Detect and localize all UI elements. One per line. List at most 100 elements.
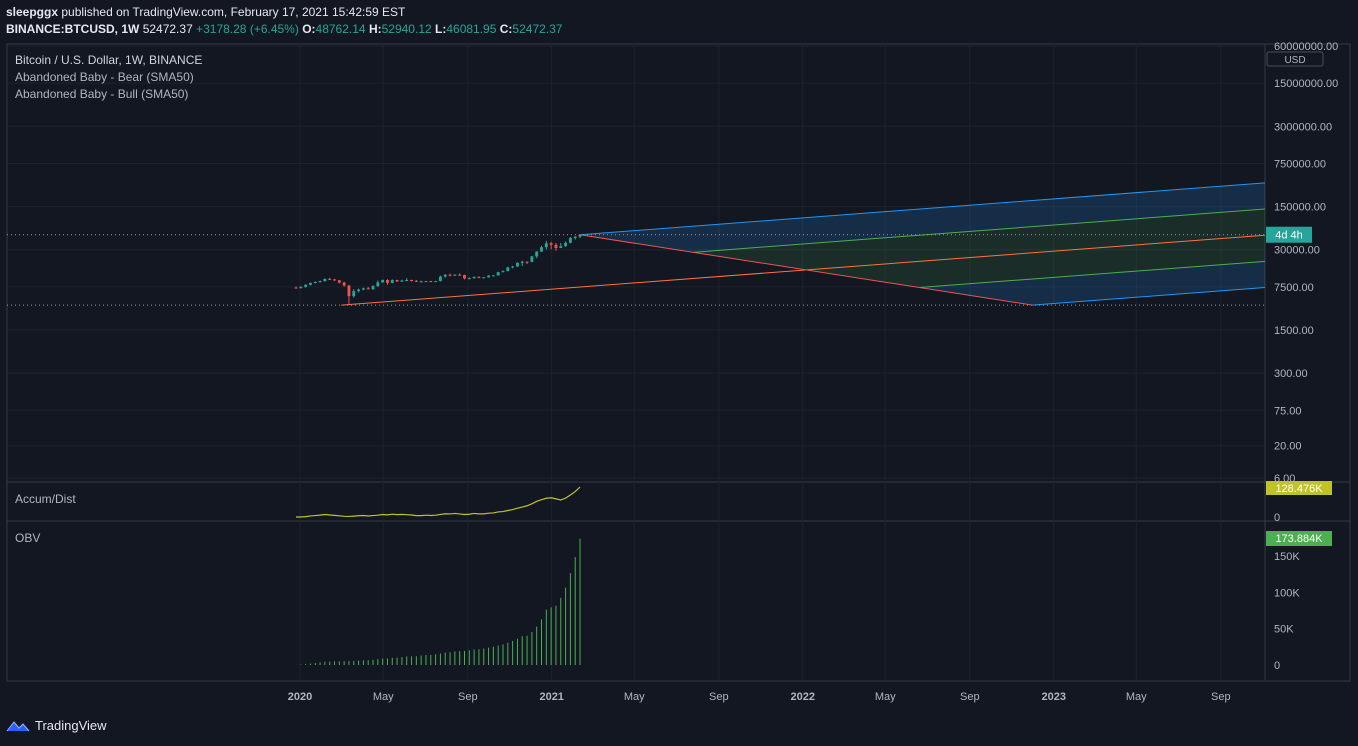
obv-value: 173.884K bbox=[1275, 533, 1323, 545]
obv-tick: 150K bbox=[1274, 551, 1300, 563]
price-tick: 15000000.00 bbox=[1274, 78, 1338, 90]
candle-body bbox=[419, 281, 423, 283]
time-label: Sep bbox=[1211, 691, 1231, 703]
price-tick: 7500.00 bbox=[1274, 282, 1314, 294]
time-axis[interactable]: 2020 May Sep 2021 May Sep 2022 May Sep 2023 May Sep bbox=[288, 691, 1231, 703]
tradingview-brand[interactable]: TradingView bbox=[6, 718, 107, 733]
indicator-legend-bear[interactable]: Abandoned Baby - Bear (SMA50) bbox=[15, 70, 194, 84]
candle-body bbox=[491, 275, 495, 277]
price-tick: 60000000.00 bbox=[1274, 41, 1338, 53]
tradingview-logo-icon bbox=[6, 720, 30, 731]
candle-body bbox=[434, 281, 438, 283]
low-value: 46081.95 bbox=[446, 22, 497, 36]
candle-body bbox=[313, 281, 317, 283]
candle-body bbox=[511, 266, 515, 268]
candle-body bbox=[405, 279, 409, 281]
fan-lower-fill bbox=[919, 261, 1265, 306]
pitchfork-fan[interactable] bbox=[341, 182, 1265, 306]
high-value: 52940.12 bbox=[381, 22, 432, 36]
candle-body bbox=[482, 277, 486, 279]
fan-inner-lower-line bbox=[919, 260, 1265, 289]
fan-lower-line bbox=[1032, 287, 1265, 306]
close-value: 52472.37 bbox=[512, 22, 563, 36]
candle-body bbox=[376, 282, 380, 287]
price-tick: 3000000.00 bbox=[1274, 121, 1332, 133]
candle-body bbox=[333, 279, 336, 281]
candle-body bbox=[448, 274, 452, 276]
candle-body bbox=[564, 242, 568, 247]
candle-body bbox=[477, 276, 481, 278]
candle-body bbox=[438, 276, 442, 282]
candle-body bbox=[323, 278, 327, 282]
time-label: 2023 bbox=[1041, 691, 1065, 703]
time-label: May bbox=[373, 691, 394, 703]
candle-body bbox=[554, 244, 558, 248]
price-tick: 300.00 bbox=[1274, 368, 1308, 380]
indicator-legend-bull[interactable]: Abandoned Baby - Bull (SMA50) bbox=[15, 87, 189, 101]
countdown-text: 4d 4h bbox=[1275, 230, 1303, 242]
series-legend-title[interactable]: Bitcoin / U.S. Dollar, 1W, BINANCE bbox=[15, 53, 203, 67]
obv-tick: 100K bbox=[1274, 587, 1300, 599]
obv-label[interactable]: OBV bbox=[15, 531, 41, 545]
high-label: H: bbox=[368, 22, 382, 36]
time-label: Sep bbox=[960, 691, 980, 703]
candle-body bbox=[347, 285, 351, 297]
candle-body bbox=[568, 237, 572, 243]
time-label: 2021 bbox=[539, 691, 563, 703]
candle-body bbox=[410, 279, 413, 281]
symbol-label: BINANCE:BTCUSD, 1W bbox=[6, 22, 140, 36]
candle-body bbox=[540, 247, 543, 252]
fan-handle-line bbox=[579, 234, 1033, 306]
accum-value-tag bbox=[1266, 481, 1332, 495]
accum-dist-series: 0 128.476K bbox=[296, 481, 1332, 524]
candle-body bbox=[424, 281, 428, 283]
candlestick-series bbox=[7, 234, 1265, 306]
price-axis[interactable]: 60000000.00 15000000.00 3000000.00 750000.0… bbox=[1266, 41, 1338, 485]
time-label: May bbox=[875, 691, 896, 703]
accum-dist-label[interactable]: Accum/Dist bbox=[15, 492, 76, 506]
open-label: O: bbox=[302, 22, 316, 36]
obv-tick: 50K bbox=[1274, 624, 1294, 636]
candle-body bbox=[443, 274, 447, 277]
fan-upper-line bbox=[579, 182, 1265, 236]
candle-body bbox=[342, 282, 346, 286]
last-price: 52472.37 bbox=[142, 22, 193, 36]
open-value: 48762.14 bbox=[315, 22, 366, 36]
candle-body bbox=[544, 243, 548, 248]
pane-frames bbox=[6, 43, 1351, 682]
chart-frame bbox=[6, 43, 1351, 682]
candle-body bbox=[299, 286, 303, 288]
currency-label: USD bbox=[1284, 55, 1305, 66]
time-label: Sep bbox=[709, 691, 729, 703]
candle-body bbox=[515, 262, 519, 267]
obv-value-tag bbox=[1266, 531, 1332, 546]
candle-body bbox=[366, 288, 370, 290]
candle-body bbox=[395, 279, 399, 282]
candle-body bbox=[535, 251, 539, 257]
candle-body bbox=[520, 261, 524, 263]
candle-body bbox=[386, 279, 389, 283]
candle-body bbox=[501, 271, 505, 273]
candle-body bbox=[352, 291, 356, 297]
time-label: Sep bbox=[458, 691, 478, 703]
countdown-tag bbox=[1266, 226, 1312, 243]
close-label: C: bbox=[499, 22, 513, 36]
time-label: May bbox=[624, 691, 645, 703]
author-name[interactable]: sleepggx bbox=[6, 5, 59, 19]
candle-body bbox=[496, 272, 500, 276]
candle-body bbox=[294, 287, 298, 289]
candle-body bbox=[308, 282, 312, 285]
price-tick: 1500.00 bbox=[1274, 325, 1314, 337]
price-tick: 750000.00 bbox=[1274, 158, 1326, 170]
candle-body bbox=[467, 278, 471, 280]
candle-body bbox=[458, 274, 462, 276]
candle-body bbox=[328, 278, 332, 280]
price-change: +3178.28 (+6.45%) bbox=[196, 22, 299, 36]
time-label: 2020 bbox=[288, 691, 312, 703]
candle-body bbox=[357, 289, 361, 292]
ohlc-header: BINANCE:BTCUSD, 1W 52472.37 +3178.28 (+6… bbox=[6, 22, 562, 36]
candle-body bbox=[318, 281, 322, 283]
price-tick: 30000.00 bbox=[1274, 245, 1320, 257]
candle-body bbox=[414, 280, 418, 282]
